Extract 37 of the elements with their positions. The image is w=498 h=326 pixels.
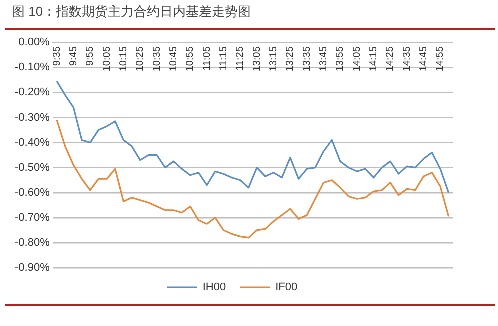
chart-title: 图 10：指数期货主力合约日内基差走势图 [12,3,252,21]
y-tick-label: -0.20% [14,86,50,99]
y-tick-label: -0.40% [14,136,50,149]
y-tick-label: 0.00% [18,36,50,49]
y-tick-label: -0.50% [14,162,50,174]
x-tick-label: 11:05 [202,46,213,71]
x-tick-label: 14:25 [385,46,396,72]
y-tick-label: -0.30% [14,112,50,124]
x-tick-label: 11:15 [218,46,230,71]
x-tick-label: 14:55 [435,46,446,72]
x-tick-label: 9:45 [68,46,80,66]
y-tick-label: -0.90% [14,262,50,274]
x-tick-label: 9:35 [52,46,63,66]
y-tick-label: -0.60% [14,186,50,199]
legend-label: IH00 [202,282,226,294]
x-tick-label: 10:55 [185,46,196,72]
x-tick-label: 13:15 [268,46,280,72]
x-tick-label: 13:35 [302,46,313,72]
y-tick-label: -0.70% [14,212,50,224]
y-tick-label: -0.80% [14,236,50,249]
x-tick-label: 11:25 [235,46,246,71]
legend-label: IF00 [276,282,298,294]
x-tick-label: 14:45 [418,46,430,72]
x-tick-label: 14:15 [368,46,380,72]
x-tick-label: 13:05 [252,46,263,72]
x-tick-label: 10:35 [152,46,163,72]
x-tick-label: 9:55 [85,46,96,66]
y-tick-label: -0.10% [14,62,50,74]
x-tick-label: 10:25 [135,46,146,72]
x-tick-label: 10:05 [102,46,113,72]
x-tick-label: 14:35 [402,46,413,72]
x-tick-label: 13:55 [335,46,346,72]
x-tick-label: 10:45 [168,46,180,72]
x-tick-label: 13:25 [285,46,296,72]
x-tick-label: 13:45 [318,46,330,72]
x-tick-label: 10:15 [118,46,130,72]
x-tick-label: 14:05 [352,46,363,72]
